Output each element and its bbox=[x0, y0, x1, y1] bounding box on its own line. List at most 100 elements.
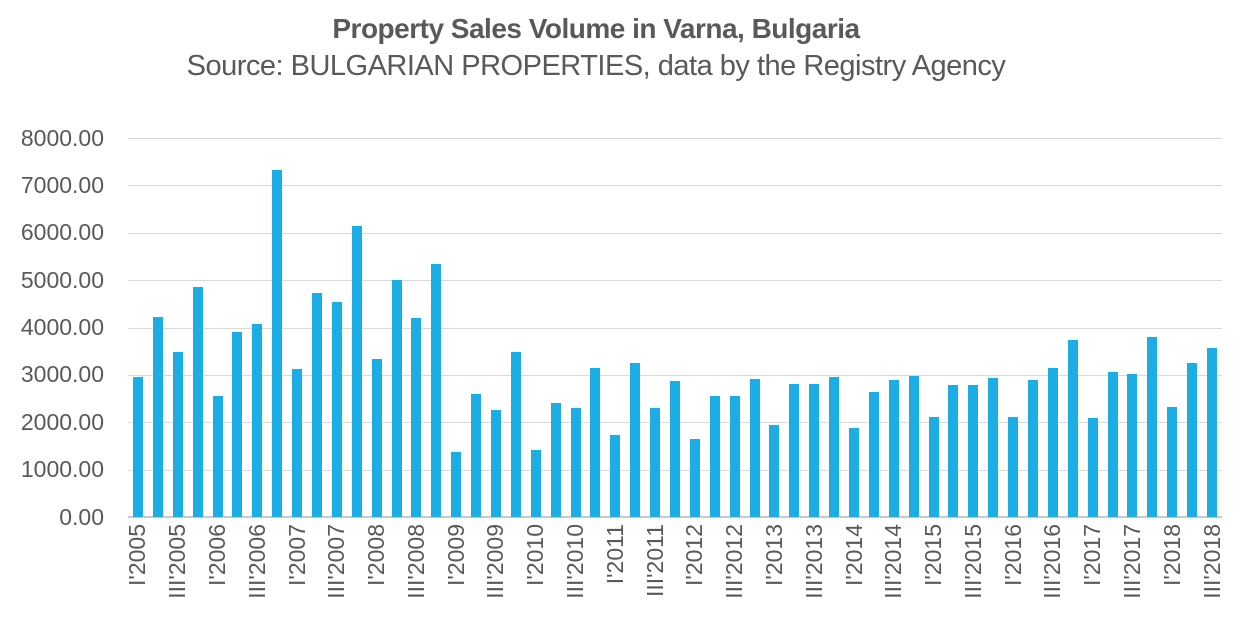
bar-I'2015 bbox=[928, 416, 939, 517]
x-axis-tick-label: III'2011 bbox=[641, 524, 668, 598]
bar-II'2007 bbox=[311, 293, 322, 517]
bar-II'2013 bbox=[789, 384, 800, 517]
bar-IV'2015 bbox=[988, 378, 999, 517]
bar-IV'2009 bbox=[510, 351, 521, 517]
x-axis-tick-label: III'2018 bbox=[1198, 524, 1225, 599]
bar-II'2011 bbox=[630, 363, 641, 517]
gridline bbox=[128, 374, 1222, 376]
y-axis-tick-label: 6000.00 bbox=[20, 219, 104, 246]
x-axis-tick-label: III'2007 bbox=[323, 524, 350, 599]
chart-header: Property Sales Volume in Varna, Bulgaria… bbox=[0, 12, 1192, 86]
bar-II'2006 bbox=[232, 332, 243, 517]
bar-I'2012 bbox=[689, 438, 700, 517]
bar-IV'2013 bbox=[829, 377, 840, 517]
bar-I'2014 bbox=[849, 428, 860, 517]
bar-III'2010 bbox=[570, 407, 581, 517]
bar-IV'2011 bbox=[670, 381, 680, 517]
bar-IV'2010 bbox=[590, 368, 601, 517]
bar-I'2010 bbox=[530, 449, 541, 517]
y-axis-tick-label: 4000.00 bbox=[20, 314, 104, 340]
gridline bbox=[128, 280, 1222, 282]
bar-III'2008 bbox=[411, 318, 422, 517]
x-axis-tick-label: I'2012 bbox=[681, 524, 708, 586]
x-axis-tick-label: III'2017 bbox=[1118, 524, 1145, 599]
bar-III'2015 bbox=[968, 384, 979, 517]
y-axis-tick-label: 7000.00 bbox=[20, 171, 104, 198]
x-axis-tick-label: III'2012 bbox=[721, 524, 748, 599]
gridline bbox=[128, 327, 1222, 329]
bar-III'2011 bbox=[650, 408, 661, 517]
bar-III'2016 bbox=[1047, 368, 1058, 517]
x-axis-tick-label: I'2008 bbox=[363, 524, 390, 586]
x-axis-tick-label: I'2005 bbox=[124, 524, 151, 586]
x-axis-tick-label: I'2013 bbox=[760, 524, 787, 586]
y-axis-tick-label: 8000.00 bbox=[20, 124, 104, 151]
bar-III'2009 bbox=[490, 409, 501, 517]
x-axis-tick-label: I'2010 bbox=[522, 524, 549, 586]
bar-II'2010 bbox=[550, 402, 561, 517]
x-axis-tick-label: III'2010 bbox=[562, 524, 589, 599]
bar-I'2005 bbox=[132, 377, 143, 517]
x-axis-tick-label: III'2015 bbox=[959, 524, 986, 599]
bar-I'2008 bbox=[371, 359, 382, 517]
x-axis-tick-label: I'2014 bbox=[840, 524, 867, 586]
x-axis-tick-label: III'2014 bbox=[880, 524, 907, 599]
bar-III'2014 bbox=[888, 379, 899, 517]
x-axis-tick-label: III'2009 bbox=[482, 524, 509, 599]
bar-III'2006 bbox=[252, 323, 263, 517]
y-axis-tick-label: 5000.00 bbox=[20, 266, 104, 293]
bar-II'2009 bbox=[471, 393, 482, 517]
x-axis-tick-label: I'2006 bbox=[204, 524, 230, 586]
x-axis-tick-label: I'2016 bbox=[999, 524, 1026, 586]
y-axis-tick-label: 0.00 bbox=[59, 503, 104, 530]
bar-IV'2006 bbox=[272, 170, 283, 517]
chart-title: Property Sales Volume in Varna, Bulgaria bbox=[332, 13, 860, 44]
x-axis-tick-label: I'2007 bbox=[283, 524, 310, 586]
x-axis-baseline bbox=[128, 516, 1222, 518]
x-axis-tick-label: III'2005 bbox=[164, 524, 191, 599]
bar-I'2011 bbox=[610, 435, 621, 517]
bar-I'2017 bbox=[1087, 417, 1098, 517]
bar-IV'2012 bbox=[749, 379, 760, 517]
x-axis-tick-label: III'2006 bbox=[243, 524, 270, 599]
x-axis-tick-label: III'2008 bbox=[402, 524, 429, 599]
x-axis-tick-label: I'2011 bbox=[601, 524, 628, 585]
x-axis-tick-label: I'2017 bbox=[1079, 524, 1106, 586]
bar-III'2005 bbox=[172, 352, 183, 517]
x-axis-tick-label: III'2013 bbox=[800, 524, 827, 599]
gridline bbox=[128, 232, 1222, 234]
bar-II'2014 bbox=[868, 392, 879, 517]
chart-subtitle: Source: BULGARIAN PROPERTIES, data by th… bbox=[186, 50, 1006, 82]
bar-II'2005 bbox=[152, 317, 163, 517]
bar-I'2016 bbox=[1008, 416, 1019, 517]
y-axis-tick-label: 2000.00 bbox=[20, 408, 104, 435]
x-axis-tick-label: I'2009 bbox=[442, 524, 469, 586]
bar-II'2016 bbox=[1028, 379, 1039, 517]
bar-III'2013 bbox=[809, 384, 820, 517]
bar-I'2006 bbox=[212, 395, 223, 517]
bar-II'2015 bbox=[948, 384, 959, 517]
bar-IV'2017 bbox=[1147, 336, 1158, 517]
bar-III'2007 bbox=[331, 302, 342, 517]
bar-II'2018 bbox=[1187, 363, 1198, 517]
bar-III'2018 bbox=[1207, 348, 1218, 517]
bar-I'2007 bbox=[292, 368, 303, 517]
bar-IV'2016 bbox=[1067, 339, 1078, 517]
bar-IV'2014 bbox=[908, 375, 919, 517]
x-axis-tick-label: I'2015 bbox=[920, 524, 947, 586]
gridline bbox=[128, 138, 1222, 139]
x-axis-tick-label: III'2016 bbox=[1039, 524, 1066, 599]
y-axis-tick-label: 1000.00 bbox=[20, 456, 104, 483]
bar-I'2009 bbox=[451, 451, 462, 517]
bar-III'2017 bbox=[1127, 373, 1138, 517]
bar-I'2013 bbox=[769, 425, 780, 517]
bar-I'2018 bbox=[1167, 406, 1178, 517]
bar-II'2008 bbox=[391, 280, 402, 517]
bar-III'2012 bbox=[729, 395, 740, 517]
gridline bbox=[128, 185, 1222, 187]
bar-II'2012 bbox=[709, 395, 720, 517]
bar-II'2017 bbox=[1107, 372, 1118, 517]
x-axis-tick-label: I'2018 bbox=[1158, 524, 1185, 586]
bar-IV'2007 bbox=[351, 225, 362, 517]
